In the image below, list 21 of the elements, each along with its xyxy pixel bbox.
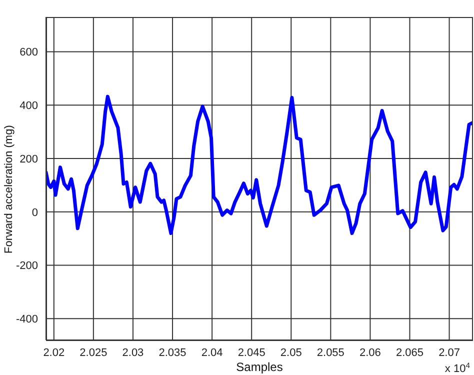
- y-tick-label: 200: [20, 153, 38, 166]
- line-series: [46, 94, 473, 235]
- x-tick-label: 2.05: [280, 346, 302, 359]
- x-tick-label: 2.06: [359, 346, 381, 359]
- y-tick-label: 400: [20, 100, 38, 112]
- x-tick-label: 2.065: [396, 346, 424, 359]
- x-tick-label: 2.07: [438, 346, 460, 359]
- x-axis-title: Samples: [236, 360, 283, 374]
- x-tick-label: 2.04: [201, 346, 223, 359]
- y-tick-label: -400: [16, 314, 38, 326]
- x-tick-label: 2.025: [80, 346, 108, 359]
- x-tick-label: 2.03: [122, 346, 144, 359]
- text: x 10$^{4}$: [444, 360, 471, 375]
- x-tick-label: 2.02: [43, 346, 65, 359]
- y-tick-label: -200: [16, 260, 38, 272]
- y-tick-label: 0: [32, 206, 38, 219]
- x-tick-label: 2.035: [158, 346, 186, 359]
- y-axis-title: Forward acceleration (mg): [2, 125, 15, 254]
- y-tick-label: 600: [20, 46, 38, 59]
- x-tick-label: 2.055: [316, 346, 344, 359]
- x-tick-label: 2.045: [238, 346, 266, 359]
